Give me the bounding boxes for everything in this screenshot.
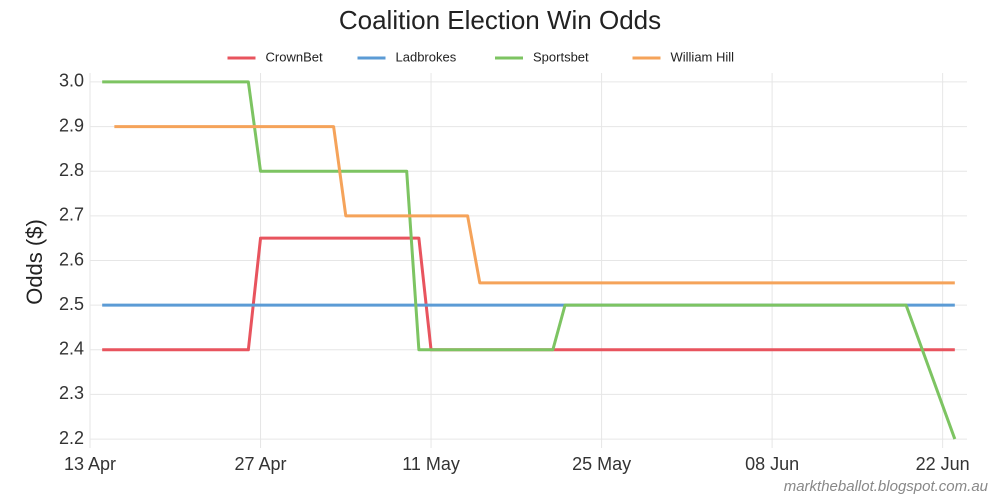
legend-label: Ladbrokes <box>396 49 457 64</box>
legend-label: CrownBet <box>266 49 323 64</box>
series-line <box>102 80 957 440</box>
credit: marktheballot.blogspot.com.au <box>784 478 989 495</box>
y-tick-label: 2.3 <box>59 383 84 403</box>
y-tick-label: 2.6 <box>59 249 84 269</box>
x-tick-label: 27 Apr <box>235 454 287 474</box>
x-tick-label: 11 May <box>402 454 460 474</box>
y-tick-label: 2.8 <box>59 160 84 180</box>
x-tick-label: 25 May <box>572 454 631 474</box>
legend-label: Sportsbet <box>533 49 589 64</box>
y-tick-label: 2.9 <box>59 115 84 135</box>
y-tick-label: 2.2 <box>59 428 84 448</box>
legend-label: William Hill <box>671 49 735 64</box>
x-tick-label: 08 Jun <box>745 454 799 474</box>
y-tick-label: 3.0 <box>59 71 84 91</box>
chart-title: Coalition Election Win Odds <box>339 5 661 35</box>
x-tick-label: 22 Jun <box>916 454 970 474</box>
y-tick-label: 2.5 <box>59 294 84 314</box>
y-tick-label: 2.7 <box>59 205 84 225</box>
series-line <box>114 125 955 285</box>
y-axis-label: Odds ($) <box>22 219 47 305</box>
x-tick-label: 13 Apr <box>64 454 116 474</box>
series-line <box>102 236 955 352</box>
y-tick-label: 2.4 <box>59 339 84 359</box>
